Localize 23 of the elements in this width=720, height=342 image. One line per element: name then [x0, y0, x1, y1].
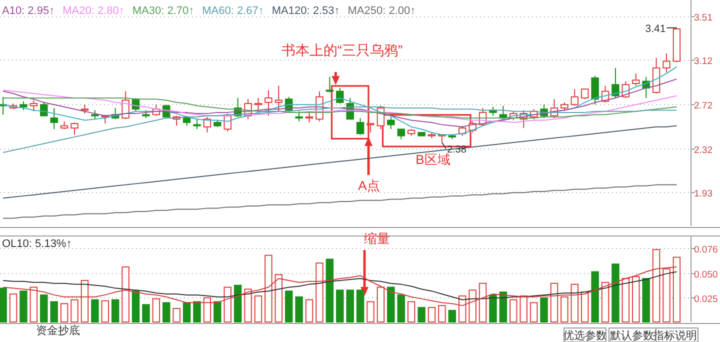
- annotation: A点: [358, 178, 380, 193]
- ytick: 1.93: [694, 188, 712, 200]
- annotation: 优选参数: [563, 330, 607, 342]
- annotation: 默认参数: [610, 330, 654, 342]
- legend: MA30: 2.70↑: [132, 5, 194, 17]
- ytick: 2.72: [694, 100, 712, 112]
- ytick: 3.51: [694, 12, 712, 24]
- legend: MA250: 2.00↑: [348, 5, 416, 17]
- ytick: 3.12: [694, 56, 712, 68]
- legend: MA20: 2.80↑: [62, 5, 124, 17]
- annotation: 书本上的“三只乌鸦”: [281, 42, 403, 58]
- annotation: 资金抄底: [36, 325, 80, 337]
- annotation: B区域: [416, 152, 450, 167]
- legend: A10: 2.95↑: [2, 5, 55, 17]
- ytick: 0.050: [694, 270, 718, 281]
- legend: MA60: 2.67↑: [202, 5, 264, 17]
- ytick: 0.076: [694, 244, 718, 256]
- legend: OL10: 5.13%↑: [2, 238, 72, 250]
- legend: MA120: 2.53↑: [272, 5, 340, 17]
- ytick: 2.32: [694, 145, 712, 156]
- annotation: 3.41: [645, 22, 666, 35]
- annotation: 缩量: [364, 231, 390, 246]
- ytick: 0.025: [694, 294, 718, 305]
